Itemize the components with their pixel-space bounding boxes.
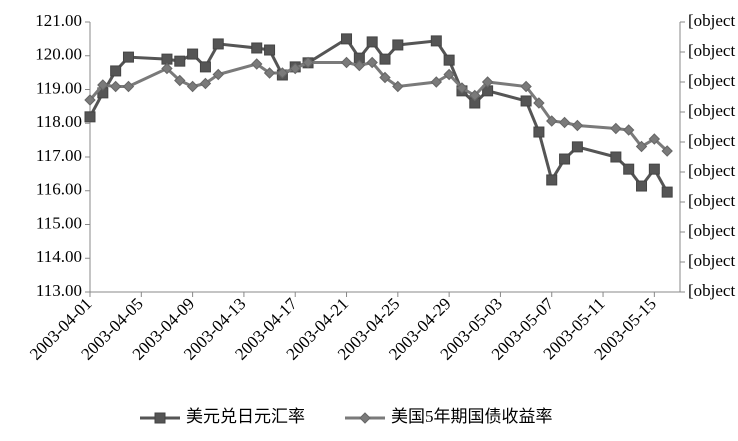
y-tick-label: 113.00	[36, 281, 82, 300]
data-point	[212, 68, 224, 81]
data-point	[187, 48, 199, 60]
data-point	[392, 80, 404, 93]
data-point	[443, 54, 455, 66]
data-point	[559, 153, 571, 165]
y2-tick-label: [object Object]	[688, 161, 738, 180]
data-point	[546, 174, 558, 186]
data-point	[340, 56, 353, 69]
data-point	[263, 67, 276, 79]
data-point	[546, 115, 558, 127]
data-point	[109, 80, 122, 93]
y-tick-label: 116.00	[36, 180, 82, 199]
data-point	[366, 56, 378, 69]
data-point	[533, 126, 545, 138]
data-point	[199, 61, 211, 73]
data-point	[392, 39, 404, 51]
data-point	[353, 59, 366, 72]
legend-label: 美国5年期国债收益率	[391, 407, 553, 426]
data-point	[520, 95, 532, 107]
data-point	[558, 116, 571, 129]
series-line	[88, 60, 669, 153]
data-point	[186, 80, 199, 93]
legend-label: 美元兑日元汇率	[186, 407, 305, 426]
data-point	[97, 79, 109, 91]
data-point	[161, 62, 173, 75]
data-point	[636, 180, 648, 192]
data-point	[251, 58, 263, 70]
data-point	[610, 151, 622, 163]
data-point	[122, 51, 134, 63]
y2-tick-label: [object Object]	[688, 191, 738, 210]
data-point	[84, 111, 96, 123]
data-point	[379, 53, 391, 65]
y2-tick-label: [object Object]	[688, 71, 738, 90]
y-tick-label: 117.00	[36, 146, 82, 165]
y2-tick-label: [object Object]	[688, 281, 738, 300]
data-point	[661, 186, 673, 198]
data-point	[456, 82, 468, 94]
data-point	[481, 76, 494, 88]
data-point	[648, 133, 661, 145]
data-point	[520, 80, 532, 93]
data-point	[302, 56, 314, 69]
data-point	[199, 77, 212, 90]
y-tick-label: 115.00	[36, 213, 82, 232]
data-point	[648, 163, 660, 175]
y-tick-label: 121.00	[35, 11, 82, 30]
data-point	[251, 42, 263, 54]
legend-marker	[359, 412, 371, 424]
data-point	[610, 122, 622, 135]
data-point	[430, 76, 443, 88]
data-point	[84, 94, 96, 106]
y-tick-label: 119.00	[36, 78, 82, 97]
data-point	[443, 68, 455, 81]
data-point	[661, 145, 673, 157]
y-tick-label: 118.00	[36, 112, 82, 131]
data-point	[366, 36, 378, 48]
data-point	[622, 124, 635, 136]
data-point	[174, 74, 186, 87]
data-point	[635, 140, 648, 153]
data-point	[289, 62, 301, 75]
data-point	[264, 44, 276, 56]
data-point	[571, 141, 583, 153]
data-point	[122, 80, 135, 93]
y-tick-label: 120.00	[35, 45, 82, 64]
y2-tick-label: [object Object]	[688, 221, 738, 240]
y2-tick-label: [object Object]	[688, 41, 738, 60]
legend-marker	[154, 412, 166, 424]
data-point	[469, 89, 481, 102]
y2-tick-label: [object Object]	[688, 11, 738, 30]
y2-tick-label: [object Object]	[688, 131, 738, 150]
data-point	[276, 67, 289, 79]
data-point	[430, 35, 442, 47]
data-point	[341, 33, 353, 45]
data-point	[623, 163, 635, 175]
data-point	[161, 53, 173, 65]
data-point	[533, 97, 545, 109]
y-tick-label: 114.00	[36, 247, 82, 266]
series-line	[88, 36, 669, 193]
data-point	[571, 119, 584, 132]
data-point	[110, 65, 122, 77]
y2-tick-label: [object Object]	[688, 251, 738, 270]
data-point	[174, 55, 186, 67]
data-point	[379, 71, 391, 84]
y2-tick-label: [object Object]	[688, 101, 738, 120]
data-point	[212, 38, 224, 50]
